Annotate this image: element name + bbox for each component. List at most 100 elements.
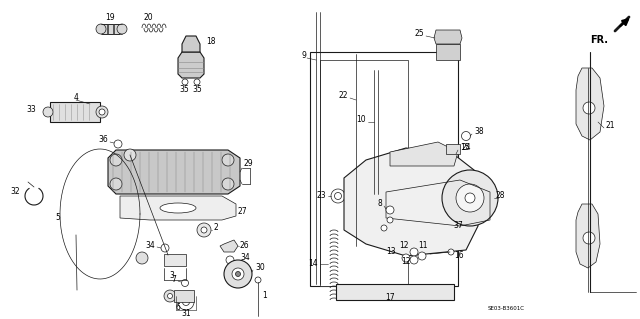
Circle shape bbox=[224, 260, 252, 288]
Text: 37: 37 bbox=[453, 221, 463, 231]
Text: 8: 8 bbox=[377, 199, 382, 209]
Circle shape bbox=[387, 217, 393, 223]
Text: 3: 3 bbox=[170, 271, 175, 280]
Text: 38: 38 bbox=[474, 128, 484, 137]
Text: 31: 31 bbox=[181, 308, 191, 317]
Circle shape bbox=[117, 24, 127, 34]
Text: 29: 29 bbox=[244, 160, 253, 168]
Text: 1: 1 bbox=[262, 291, 267, 300]
Circle shape bbox=[418, 252, 426, 260]
Circle shape bbox=[583, 102, 595, 114]
Text: 12: 12 bbox=[399, 241, 409, 250]
Polygon shape bbox=[434, 30, 462, 44]
Circle shape bbox=[583, 232, 595, 244]
Circle shape bbox=[182, 299, 189, 306]
Circle shape bbox=[110, 178, 122, 190]
Bar bbox=[50, 102, 100, 122]
Text: 13: 13 bbox=[387, 248, 396, 256]
Polygon shape bbox=[220, 240, 238, 252]
Circle shape bbox=[442, 170, 498, 226]
Text: 35: 35 bbox=[179, 85, 189, 94]
Circle shape bbox=[255, 277, 261, 283]
Text: 36: 36 bbox=[99, 136, 108, 145]
Bar bbox=[436, 44, 460, 60]
Text: 25: 25 bbox=[414, 29, 424, 39]
Bar bbox=[164, 254, 186, 266]
Polygon shape bbox=[182, 36, 200, 52]
Text: 17: 17 bbox=[385, 293, 395, 301]
Text: 33: 33 bbox=[26, 106, 36, 115]
Polygon shape bbox=[120, 196, 236, 220]
Bar bbox=[102, 24, 107, 34]
Text: 27: 27 bbox=[238, 207, 248, 217]
Text: 19: 19 bbox=[105, 13, 115, 23]
Circle shape bbox=[201, 227, 207, 233]
Text: 35: 35 bbox=[192, 85, 202, 94]
Circle shape bbox=[386, 206, 394, 214]
Text: 14: 14 bbox=[308, 259, 318, 269]
Bar bbox=[108, 24, 113, 34]
Text: 34: 34 bbox=[240, 254, 250, 263]
Circle shape bbox=[110, 154, 122, 166]
Circle shape bbox=[194, 79, 200, 85]
Circle shape bbox=[43, 107, 53, 117]
Bar bbox=[114, 24, 119, 34]
Text: 20: 20 bbox=[143, 13, 153, 23]
Circle shape bbox=[99, 109, 105, 115]
Circle shape bbox=[178, 294, 194, 310]
Bar bbox=[336, 284, 454, 300]
Circle shape bbox=[456, 184, 484, 212]
Polygon shape bbox=[576, 204, 600, 268]
Text: 22: 22 bbox=[339, 92, 348, 100]
Text: 32: 32 bbox=[10, 188, 20, 197]
Text: 2: 2 bbox=[214, 224, 219, 233]
Circle shape bbox=[96, 106, 108, 118]
Circle shape bbox=[461, 131, 470, 140]
Text: 21: 21 bbox=[606, 122, 616, 130]
Circle shape bbox=[168, 293, 173, 299]
Circle shape bbox=[410, 248, 418, 256]
Circle shape bbox=[124, 149, 136, 161]
Text: 9: 9 bbox=[301, 51, 306, 61]
Text: 18: 18 bbox=[206, 38, 216, 47]
Text: 34: 34 bbox=[145, 241, 155, 250]
Text: FR.: FR. bbox=[590, 35, 608, 45]
Bar bbox=[310, 52, 458, 286]
Circle shape bbox=[182, 279, 189, 286]
Circle shape bbox=[182, 79, 188, 85]
Circle shape bbox=[114, 140, 122, 148]
Text: 23: 23 bbox=[316, 191, 326, 201]
Circle shape bbox=[161, 244, 169, 252]
Text: SE03-B3601C: SE03-B3601C bbox=[488, 306, 525, 310]
Circle shape bbox=[335, 192, 342, 199]
Text: 15: 15 bbox=[460, 144, 470, 152]
Polygon shape bbox=[390, 142, 458, 166]
Text: 16: 16 bbox=[454, 251, 463, 261]
Circle shape bbox=[331, 189, 345, 203]
Circle shape bbox=[222, 178, 234, 190]
Text: 10: 10 bbox=[356, 115, 366, 124]
Bar bbox=[174, 290, 194, 302]
Circle shape bbox=[402, 254, 410, 262]
Polygon shape bbox=[178, 52, 204, 78]
Circle shape bbox=[222, 154, 234, 166]
Text: 26: 26 bbox=[240, 241, 250, 250]
Text: 5: 5 bbox=[55, 213, 60, 222]
Text: 30: 30 bbox=[255, 263, 265, 272]
Text: 12: 12 bbox=[401, 257, 411, 266]
Circle shape bbox=[96, 24, 106, 34]
Circle shape bbox=[226, 256, 234, 264]
Text: 24: 24 bbox=[462, 144, 472, 152]
Circle shape bbox=[232, 268, 244, 280]
Polygon shape bbox=[108, 150, 240, 194]
Bar bbox=[320, 60, 408, 286]
Circle shape bbox=[164, 290, 176, 302]
Circle shape bbox=[465, 193, 475, 203]
Ellipse shape bbox=[160, 203, 196, 213]
Polygon shape bbox=[344, 148, 478, 256]
Circle shape bbox=[410, 256, 418, 264]
Text: 7: 7 bbox=[171, 276, 176, 285]
Circle shape bbox=[136, 252, 148, 264]
Circle shape bbox=[197, 223, 211, 237]
Text: 11: 11 bbox=[419, 241, 428, 250]
